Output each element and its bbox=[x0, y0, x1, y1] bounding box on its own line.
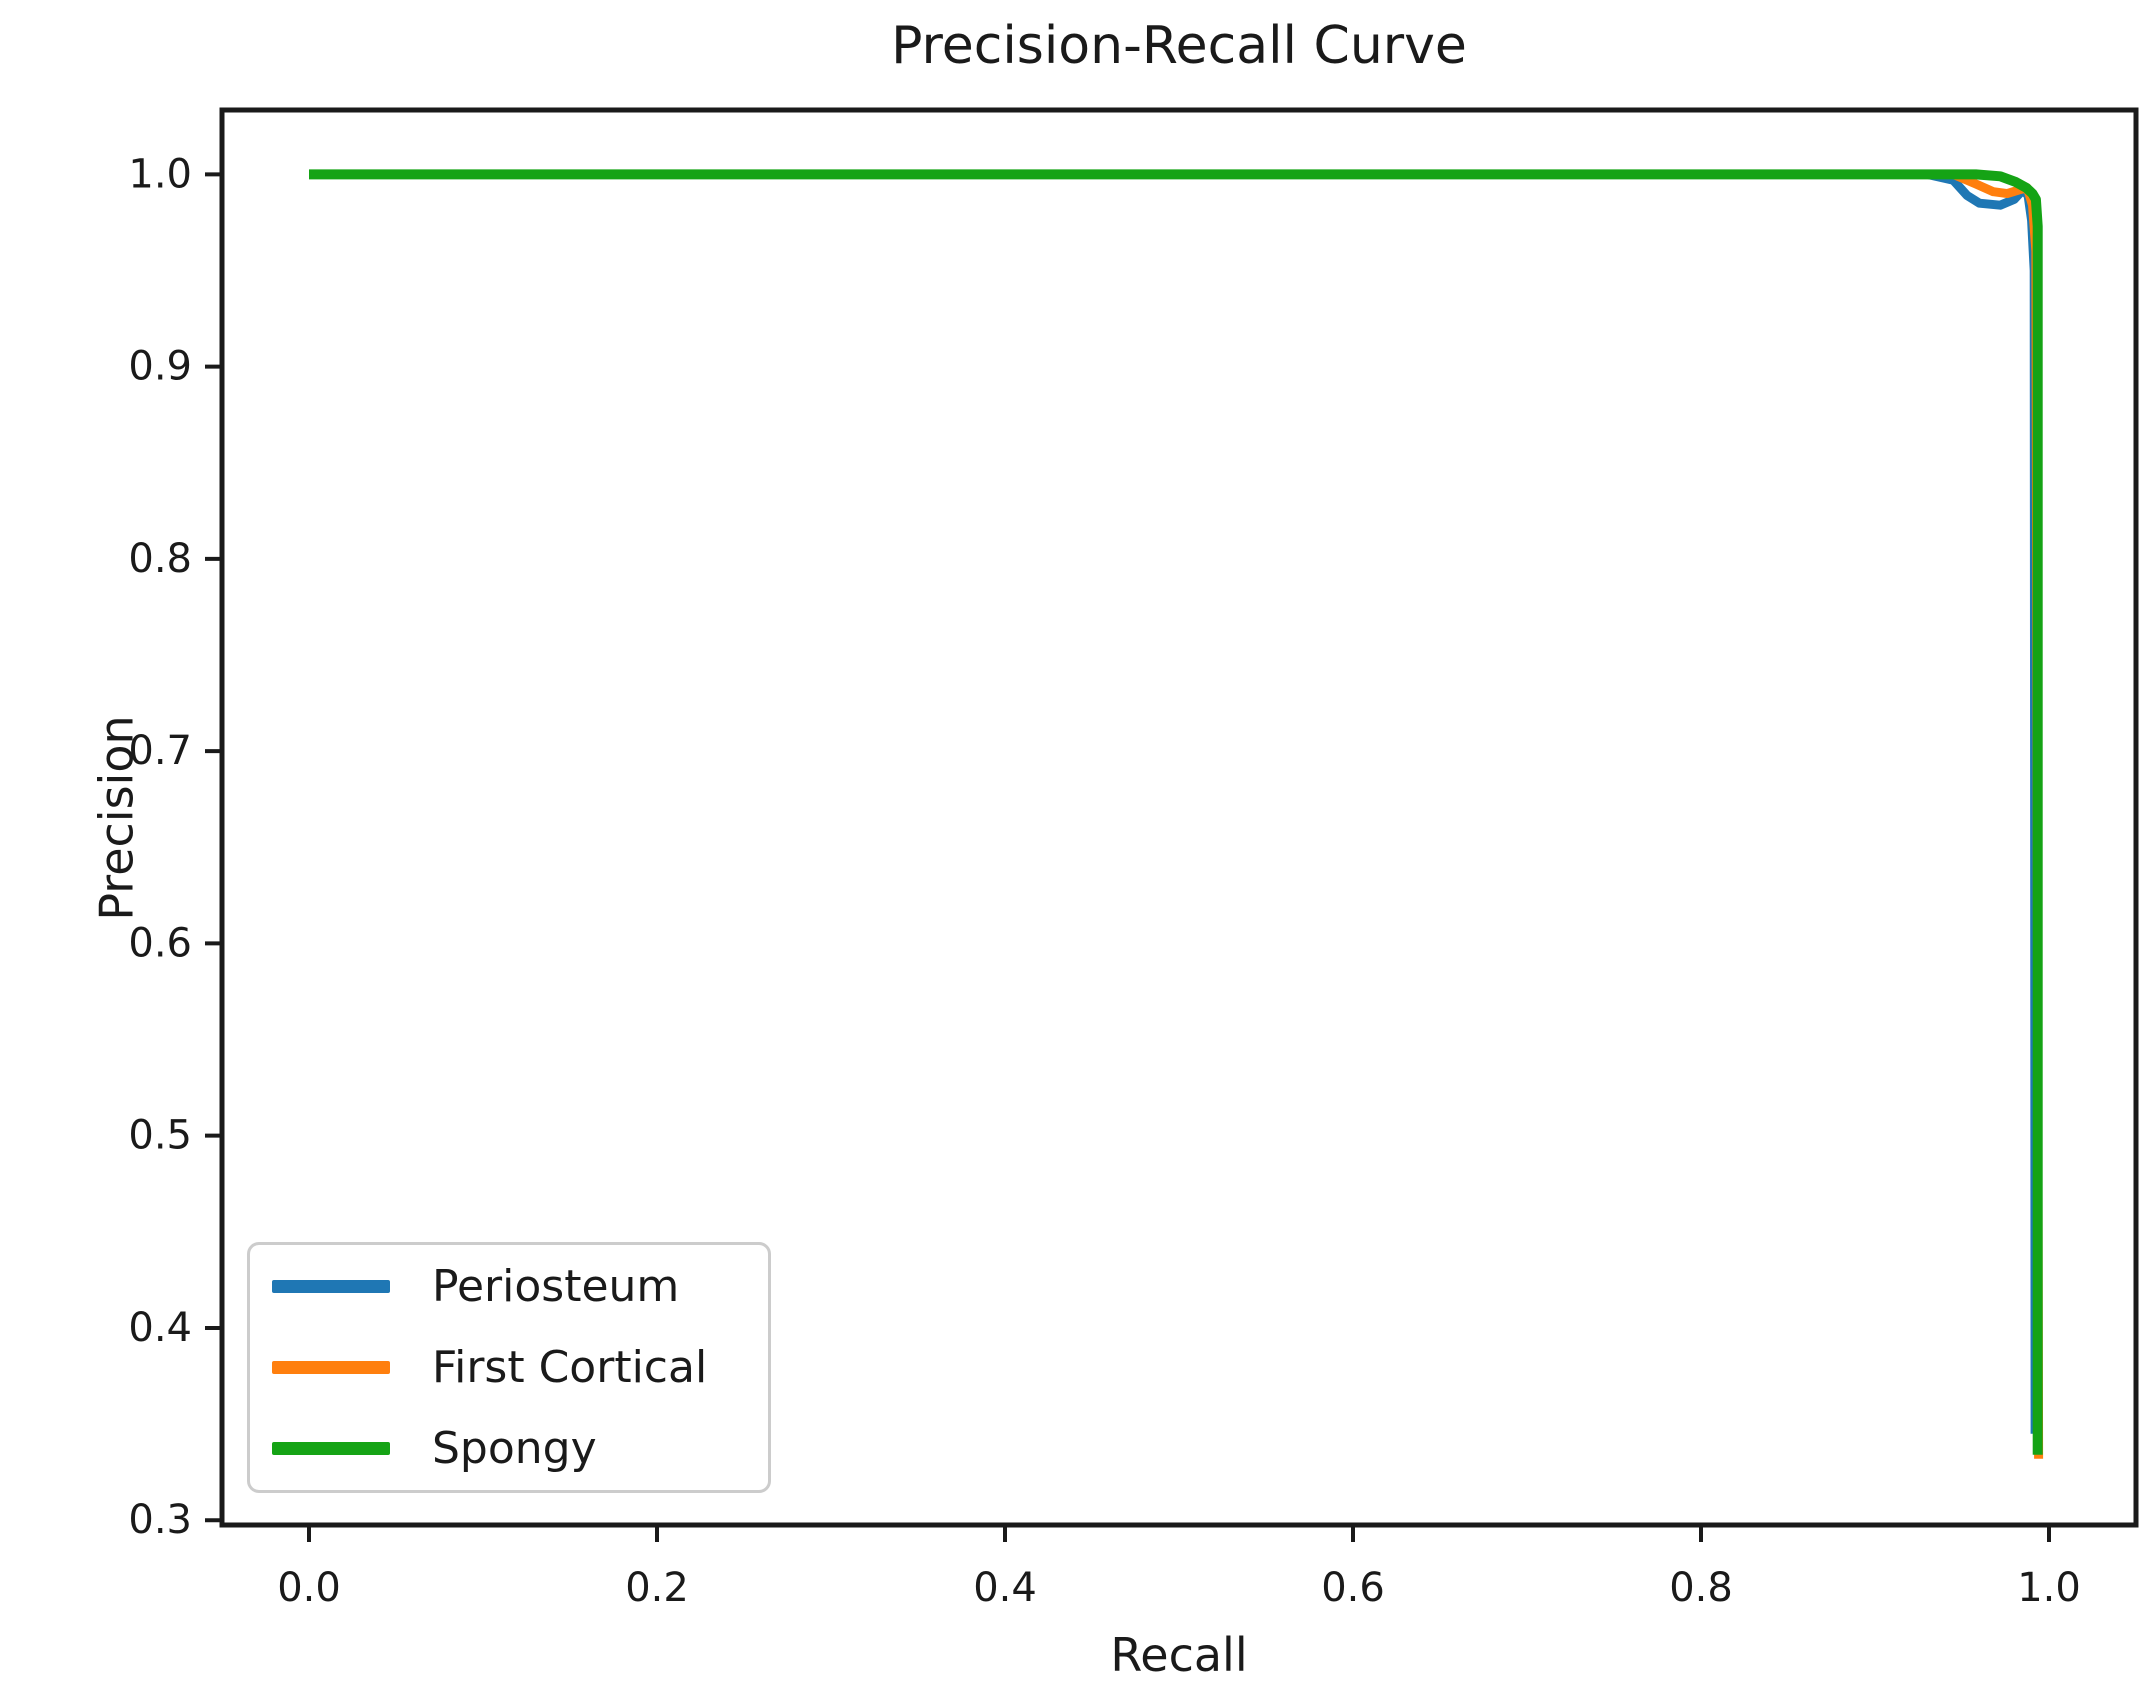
x-axis-label: Recall bbox=[1110, 1628, 1248, 1682]
legend: Periosteum First Cortical Spongy bbox=[247, 1242, 771, 1493]
x-tick-label: 0.2 bbox=[625, 1565, 689, 1611]
legend-item-first-cortical: First Cortical bbox=[272, 1342, 768, 1393]
x-tick-label: 0.6 bbox=[1321, 1565, 1385, 1611]
chart-title: Precision-Recall Curve bbox=[891, 16, 1467, 76]
series-line-spongy bbox=[309, 169, 2043, 1455]
y-tick-label: 0.8 bbox=[128, 536, 192, 582]
spongy-line-swatch bbox=[272, 1442, 390, 1455]
y-tick-label: 0.4 bbox=[128, 1305, 192, 1351]
legend-label-spongy: Spongy bbox=[432, 1423, 597, 1474]
y-axis-label: Precision bbox=[89, 715, 144, 921]
y-tick-label: 0.9 bbox=[128, 344, 192, 390]
legend-item-periosteum: Periosteum bbox=[272, 1261, 768, 1312]
y-tick-label: 0.7 bbox=[128, 728, 192, 774]
y-tick-label: 1.0 bbox=[128, 151, 192, 197]
x-tick-label: 0.8 bbox=[1669, 1565, 1733, 1611]
x-tick-label: 1.0 bbox=[2017, 1565, 2081, 1611]
first-cortical-line-swatch bbox=[272, 1361, 390, 1374]
legend-label-first-cortical: First Cortical bbox=[432, 1342, 708, 1393]
x-tick-label: 0.4 bbox=[973, 1565, 1037, 1611]
periosteum-line-swatch bbox=[272, 1280, 390, 1293]
legend-label-periosteum: Periosteum bbox=[432, 1261, 680, 1312]
y-tick-label: 0.5 bbox=[128, 1113, 192, 1159]
y-tick-label: 0.6 bbox=[128, 920, 192, 966]
legend-item-spongy: Spongy bbox=[272, 1423, 768, 1474]
x-tick-label: 0.0 bbox=[277, 1565, 341, 1611]
axes-frame bbox=[219, 107, 2139, 1528]
y-tick-label: 0.3 bbox=[128, 1497, 192, 1543]
